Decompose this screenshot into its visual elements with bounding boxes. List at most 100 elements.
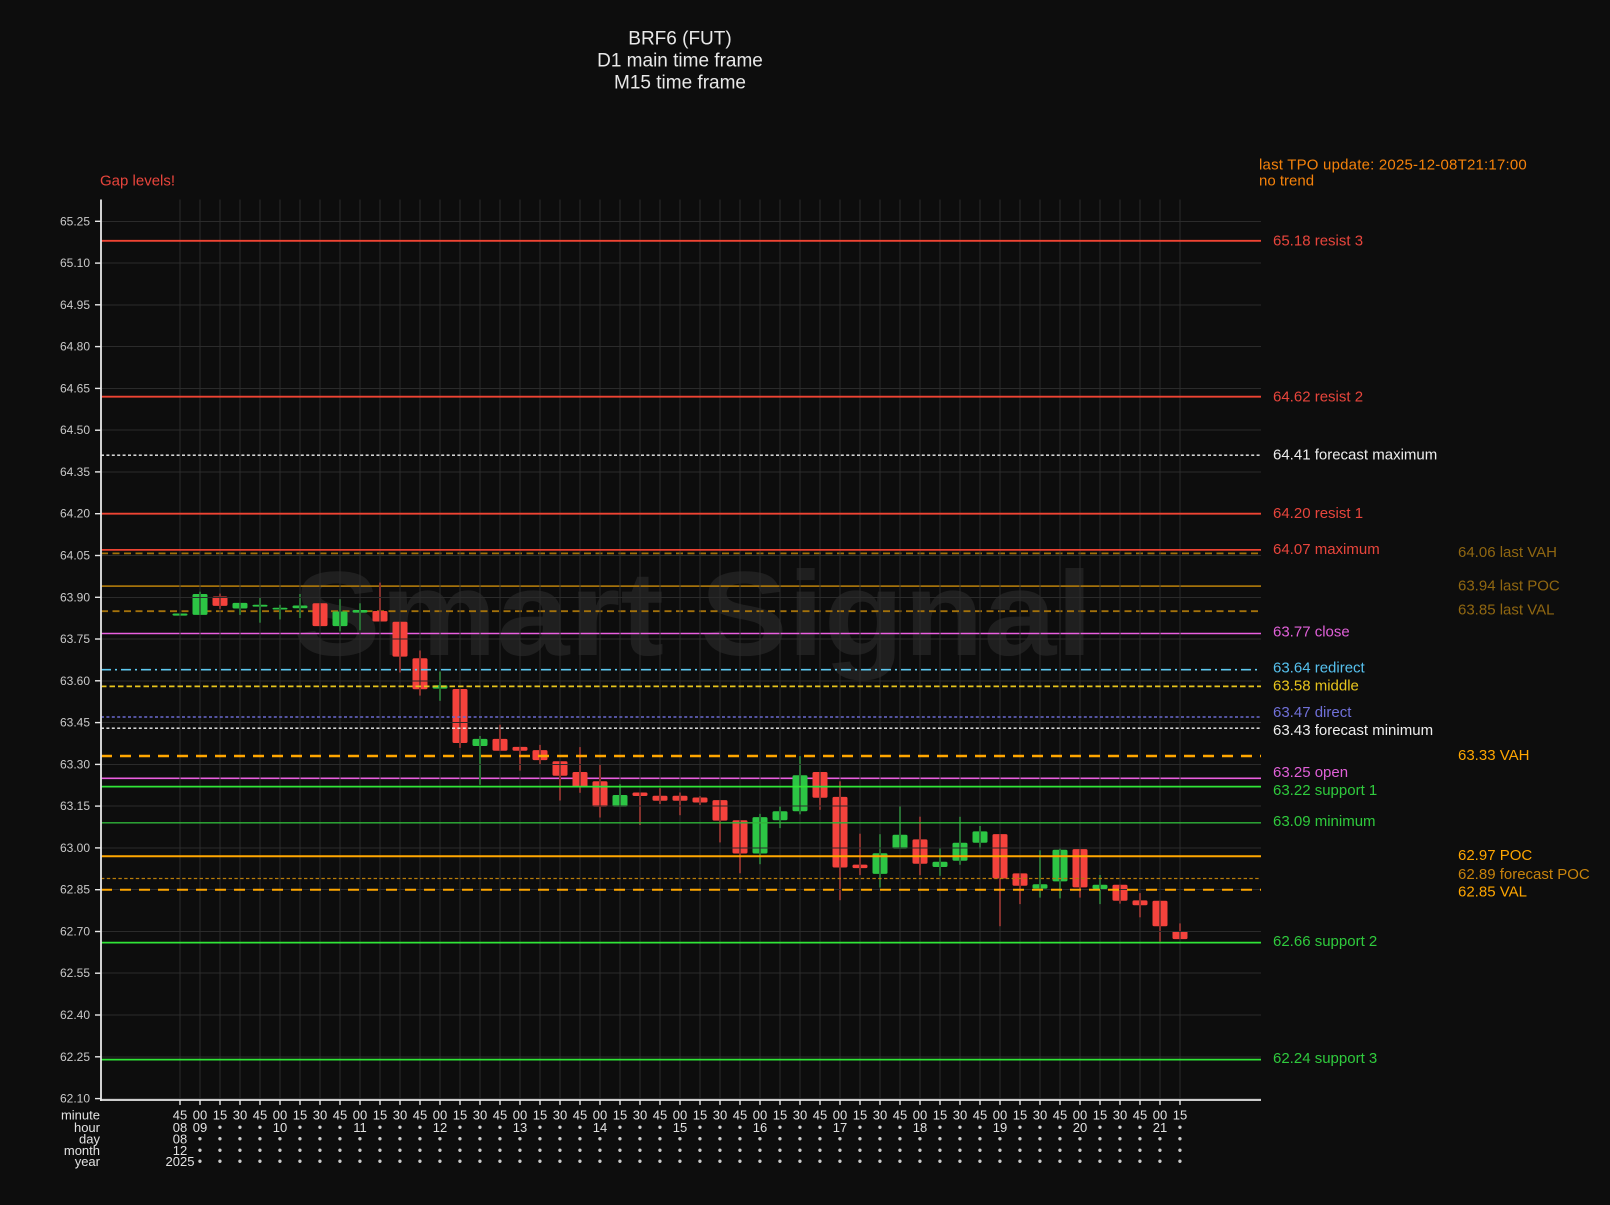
svg-text:•: • <box>978 1143 982 1157</box>
svg-text:•: • <box>798 1143 802 1157</box>
svg-text:•: • <box>1118 1132 1122 1146</box>
svg-text:45: 45 <box>893 1108 907 1123</box>
svg-text:45: 45 <box>733 1108 747 1123</box>
svg-text:•: • <box>658 1155 662 1169</box>
svg-text:•: • <box>758 1132 762 1146</box>
svg-text:30: 30 <box>713 1108 727 1123</box>
svg-text:•: • <box>198 1155 202 1169</box>
svg-text:•: • <box>338 1121 342 1135</box>
svg-text:64.65: 64.65 <box>60 381 90 395</box>
svg-text:day: day <box>79 1131 100 1146</box>
svg-text:•: • <box>378 1132 382 1146</box>
svg-text:•: • <box>498 1121 502 1135</box>
svg-text:•: • <box>638 1132 642 1146</box>
svg-text:•: • <box>578 1155 582 1169</box>
svg-text:64.20 resist 1: 64.20 resist 1 <box>1273 505 1363 522</box>
svg-text:64.07 maximum: 64.07 maximum <box>1273 541 1380 558</box>
svg-text:63.33 VAH: 63.33 VAH <box>1458 747 1529 764</box>
svg-text:•: • <box>278 1143 282 1157</box>
svg-text:62.25: 62.25 <box>60 1050 90 1064</box>
svg-text:•: • <box>678 1143 682 1157</box>
svg-text:15: 15 <box>613 1108 627 1123</box>
svg-text:•: • <box>958 1121 962 1135</box>
svg-text:•: • <box>778 1132 782 1146</box>
svg-text:•: • <box>838 1143 842 1157</box>
svg-text:•: • <box>438 1143 442 1157</box>
svg-text:•: • <box>1178 1155 1182 1169</box>
svg-text:•: • <box>678 1155 682 1169</box>
svg-text:30: 30 <box>953 1108 967 1123</box>
svg-text:•: • <box>978 1121 982 1135</box>
svg-text:•: • <box>958 1143 962 1157</box>
svg-text:•: • <box>238 1132 242 1146</box>
svg-text:•: • <box>778 1155 782 1169</box>
svg-text:00: 00 <box>753 1108 767 1123</box>
svg-text:•: • <box>978 1155 982 1169</box>
svg-text:•: • <box>238 1143 242 1157</box>
svg-text:•: • <box>1058 1143 1062 1157</box>
svg-text:•: • <box>818 1155 822 1169</box>
svg-text:•: • <box>298 1155 302 1169</box>
svg-text:30: 30 <box>1033 1108 1047 1123</box>
svg-text:45: 45 <box>1133 1108 1147 1123</box>
svg-text:30: 30 <box>393 1108 407 1123</box>
svg-text:•: • <box>738 1121 742 1135</box>
svg-text:•: • <box>718 1155 722 1169</box>
svg-text:15: 15 <box>693 1108 707 1123</box>
svg-text:65.10: 65.10 <box>60 256 90 270</box>
svg-text:64.41 forecast maximum: 64.41 forecast maximum <box>1273 447 1437 464</box>
svg-text:•: • <box>198 1132 202 1146</box>
svg-text:64.80: 64.80 <box>60 340 90 354</box>
svg-text:45: 45 <box>573 1108 587 1123</box>
svg-text:17: 17 <box>833 1120 847 1135</box>
svg-text:•: • <box>458 1155 462 1169</box>
svg-text:•: • <box>558 1143 562 1157</box>
svg-text:64.20: 64.20 <box>60 507 90 521</box>
svg-text:•: • <box>658 1121 662 1135</box>
svg-text:•: • <box>1058 1121 1062 1135</box>
svg-text:63.15: 63.15 <box>60 799 90 813</box>
svg-text:•: • <box>418 1132 422 1146</box>
svg-text:00: 00 <box>513 1108 527 1123</box>
svg-text:•: • <box>538 1155 542 1169</box>
svg-text:•: • <box>478 1121 482 1135</box>
svg-text:•: • <box>418 1155 422 1169</box>
svg-text:•: • <box>798 1155 802 1169</box>
svg-text:•: • <box>378 1121 382 1135</box>
svg-text:15: 15 <box>773 1108 787 1123</box>
svg-text:year: year <box>75 1154 101 1169</box>
svg-text:30: 30 <box>793 1108 807 1123</box>
svg-text:•: • <box>658 1143 662 1157</box>
svg-text:•: • <box>1018 1121 1022 1135</box>
svg-text:•: • <box>1018 1132 1022 1146</box>
svg-text:•: • <box>338 1155 342 1169</box>
svg-text:•: • <box>398 1155 402 1169</box>
svg-text:•: • <box>1158 1143 1162 1157</box>
svg-text:•: • <box>698 1121 702 1135</box>
svg-text:•: • <box>498 1155 502 1169</box>
svg-text:45: 45 <box>333 1108 347 1123</box>
svg-text:•: • <box>1038 1132 1042 1146</box>
svg-text:14: 14 <box>593 1120 607 1135</box>
svg-text:15: 15 <box>1173 1108 1187 1123</box>
svg-text:•: • <box>198 1143 202 1157</box>
svg-text:15: 15 <box>933 1108 947 1123</box>
svg-text:•: • <box>538 1132 542 1146</box>
svg-text:•: • <box>1078 1143 1082 1157</box>
svg-text:15: 15 <box>673 1120 687 1135</box>
svg-text:•: • <box>398 1132 402 1146</box>
svg-text:•: • <box>358 1132 362 1146</box>
svg-text:00: 00 <box>913 1108 927 1123</box>
svg-text:•: • <box>418 1143 422 1157</box>
svg-text:30: 30 <box>473 1108 487 1123</box>
svg-text:•: • <box>978 1132 982 1146</box>
svg-text:•: • <box>398 1143 402 1157</box>
svg-text:•: • <box>438 1132 442 1146</box>
svg-text:62.85: 62.85 <box>60 883 90 897</box>
svg-text:•: • <box>798 1121 802 1135</box>
svg-text:63.47 direct: 63.47 direct <box>1273 704 1352 721</box>
svg-text:•: • <box>1178 1143 1182 1157</box>
svg-text:63.43 forecast minimum: 63.43 forecast minimum <box>1273 722 1433 739</box>
svg-text:63.94 last POC: 63.94 last POC <box>1458 577 1560 594</box>
svg-text:•: • <box>638 1143 642 1157</box>
